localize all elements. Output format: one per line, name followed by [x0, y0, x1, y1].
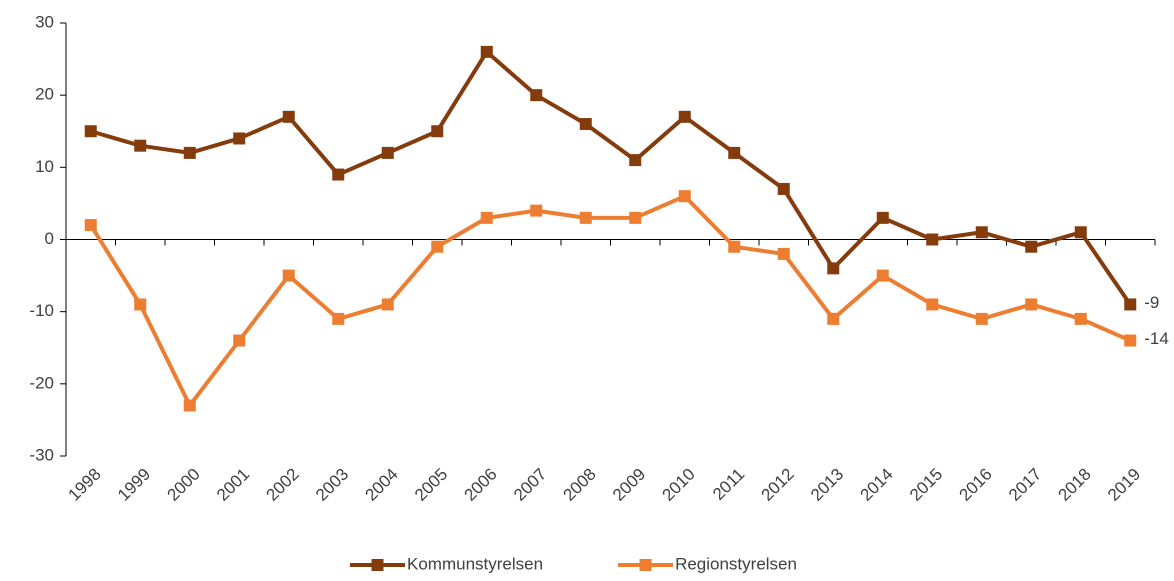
y-tick-label: -10 [29, 301, 54, 320]
marker [678, 190, 691, 203]
legend-label: Regionstyrelsen [675, 554, 797, 573]
x-tick-label: 2016 [956, 465, 996, 505]
marker [1124, 334, 1137, 347]
marker [183, 399, 196, 412]
x-tick-label: 2003 [312, 465, 352, 505]
marker [1124, 298, 1137, 311]
x-tick-label: 2000 [164, 465, 204, 505]
marker [1025, 240, 1038, 253]
legend-marker [639, 559, 652, 571]
marker [876, 269, 889, 282]
series-line [90, 49, 1132, 306]
legend-label: Kommunstyrelsen [407, 554, 543, 573]
marker [84, 125, 97, 138]
marker [579, 211, 592, 224]
legend-marker [371, 559, 384, 571]
x-tick-label: 2009 [609, 465, 649, 505]
x-tick-label: 2005 [411, 465, 451, 505]
marker [975, 312, 988, 325]
y-tick-label: -20 [29, 373, 54, 392]
x-tick-label: 2015 [906, 465, 946, 505]
marker [777, 247, 790, 260]
y-tick-label: 20 [35, 85, 54, 104]
x-tick-label: 1999 [114, 465, 154, 505]
marker [233, 132, 246, 145]
x-tick-label: 2001 [213, 465, 253, 505]
marker [728, 240, 741, 253]
x-tick-label: 2017 [1005, 465, 1045, 505]
series-line [89, 194, 1132, 408]
data-label: -14 [1144, 329, 1169, 348]
marker [678, 110, 691, 123]
y-tick-label: 10 [35, 157, 54, 176]
marker [282, 269, 295, 282]
marker [629, 154, 642, 167]
y-tick-label: 0 [45, 229, 54, 248]
marker [480, 45, 493, 58]
marker [1074, 312, 1087, 325]
marker [134, 298, 147, 311]
x-tick-label: 2011 [709, 465, 748, 504]
marker [431, 125, 444, 138]
marker [926, 298, 939, 311]
marker [975, 226, 988, 239]
marker [579, 118, 592, 131]
marker [282, 110, 295, 123]
marker [728, 146, 741, 159]
marker [84, 219, 97, 232]
marker [926, 233, 939, 246]
marker [480, 211, 493, 224]
x-tick-label: 2002 [263, 465, 303, 505]
x-tick-label: 2006 [461, 465, 501, 505]
data-label: -9 [1144, 293, 1159, 312]
marker [332, 312, 345, 325]
marker [233, 334, 246, 347]
x-tick-label: 2007 [510, 465, 550, 505]
marker [381, 298, 394, 311]
x-tick-label: 2010 [659, 465, 699, 505]
x-tick-label: 2019 [1104, 465, 1144, 505]
marker [183, 146, 196, 159]
marker [629, 211, 642, 224]
marker [827, 262, 840, 275]
marker [777, 182, 790, 195]
y-tick-label: -30 [29, 445, 54, 464]
marker [876, 211, 889, 224]
y-tick-label: 30 [35, 12, 54, 31]
x-tick-label: 2013 [807, 465, 847, 505]
x-tick-label: 2012 [758, 465, 798, 505]
marker [332, 168, 345, 181]
x-tick-label: 2004 [362, 465, 402, 505]
marker [530, 204, 543, 217]
x-tick-label: 1998 [65, 465, 105, 505]
x-tick-label: 2008 [560, 465, 600, 505]
x-tick-label: 2014 [857, 465, 897, 505]
marker [827, 312, 840, 325]
marker [530, 89, 543, 102]
marker [134, 139, 147, 152]
marker [1074, 226, 1087, 239]
marker [1025, 298, 1038, 311]
marker [381, 146, 394, 159]
x-tick-label: 2018 [1055, 465, 1095, 505]
marker [431, 240, 444, 253]
